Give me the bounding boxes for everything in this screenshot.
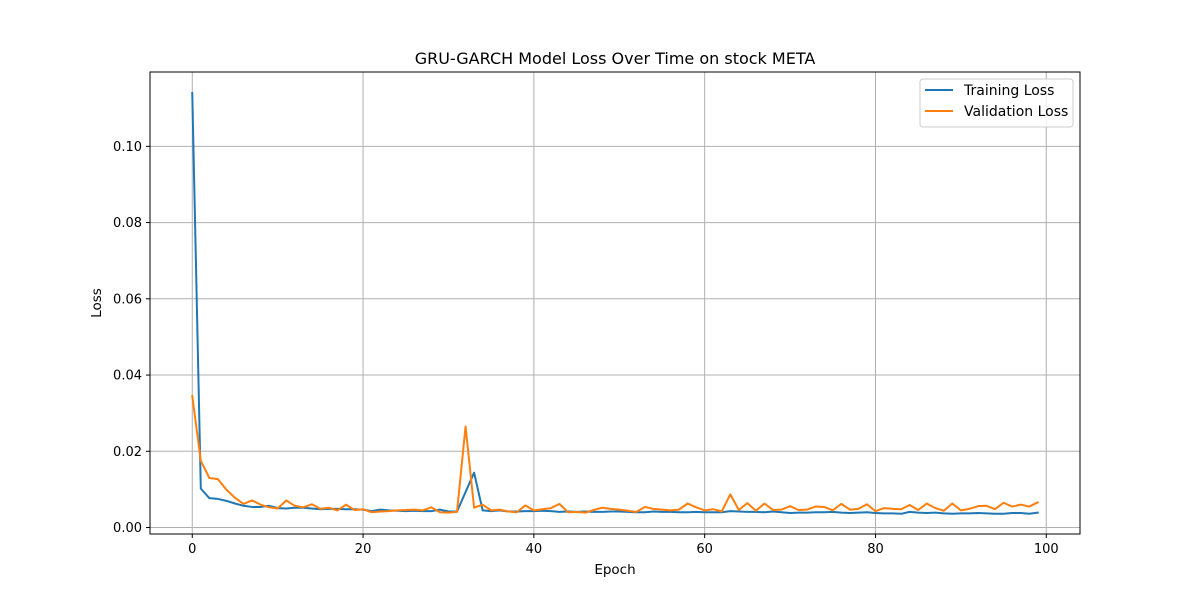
y-axis-ticks: 0.00 0.02 0.04 0.06 0.08 0.10 [113,140,150,536]
series-line-validation-loss [191,394,1040,514]
y-tick-label: 0.08 [113,216,142,231]
y-tick-label: 0.02 [113,445,142,460]
y-tick-label: 0.10 [113,140,142,155]
legend: Training Loss Validation Loss [919,78,1074,128]
x-tick-label: 60 [696,542,713,557]
legend-label-validation-loss: Validation Loss [964,104,1068,120]
chart-title: GRU-GARCH Model Loss Over Time on stock … [415,49,816,68]
y-tick-label: 0.06 [113,292,142,307]
series-lines [191,91,1040,515]
grid-lines [150,72,1080,534]
y-axis-label: Loss [89,288,105,318]
x-axis-label: Epoch [594,562,635,578]
x-tick-label: 0 [188,542,196,557]
plot-frame [149,71,1081,535]
y-tick-label: 0.00 [113,521,142,536]
y-tick-label: 0.04 [113,369,142,384]
legend-label-training-loss: Training Loss [963,83,1054,99]
x-axis-ticks: 0 20 40 60 80 100 [188,534,1059,557]
legend-box [919,78,1074,128]
x-tick-label: 100 [1034,542,1059,557]
x-tick-label: 80 [867,542,884,557]
x-tick-label: 20 [355,542,372,557]
x-tick-label: 40 [526,542,543,557]
